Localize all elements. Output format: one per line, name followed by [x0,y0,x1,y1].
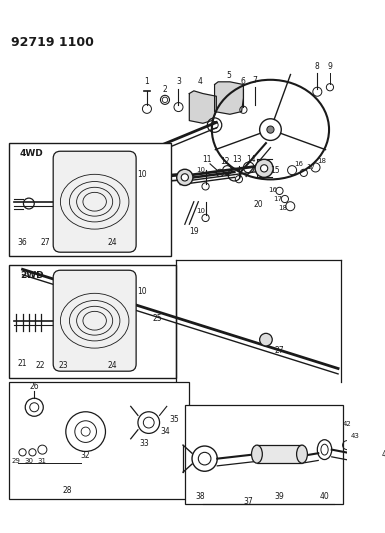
Text: 10: 10 [137,287,147,296]
Text: 23: 23 [58,361,68,370]
Text: 15: 15 [270,166,280,175]
Text: 27: 27 [275,346,284,355]
Bar [257,445,302,463]
Text: 17: 17 [273,196,282,202]
Ellipse shape [251,445,262,463]
Text: 21: 21 [18,359,27,368]
Text: 25: 25 [153,314,162,324]
Text: 9: 9 [328,62,332,71]
FancyBboxPatch shape [53,151,136,252]
Text: 16: 16 [269,187,278,193]
Circle shape [267,126,274,133]
Text: 43: 43 [351,433,360,439]
Text: 20: 20 [254,200,264,209]
Text: 2: 2 [162,85,167,93]
Text: 3: 3 [176,77,181,86]
Text: 2WD: 2WD [20,271,44,280]
Circle shape [181,174,188,181]
Text: 19: 19 [189,227,199,236]
Text: 10: 10 [196,208,206,214]
Text: 39: 39 [275,492,285,501]
Text: 5: 5 [226,71,231,80]
Text: 26: 26 [29,382,39,391]
Text: 34: 34 [160,427,170,436]
Text: 1: 1 [145,77,149,86]
Text: 24: 24 [108,238,117,247]
Ellipse shape [296,445,307,463]
Text: 31: 31 [38,458,47,464]
Text: 10: 10 [196,167,206,173]
Circle shape [255,159,273,177]
Text: 27: 27 [40,238,50,247]
Text: 10: 10 [137,170,147,179]
Polygon shape [214,82,243,114]
Text: 4: 4 [198,77,203,86]
Circle shape [259,333,272,346]
Text: 18: 18 [279,205,288,211]
Circle shape [177,169,193,185]
Text: 29: 29 [12,458,21,464]
Polygon shape [189,91,216,123]
Text: 38: 38 [195,492,205,501]
Text: 92719 1100: 92719 1100 [11,36,94,49]
Text: 13: 13 [232,155,242,164]
Text: 33: 33 [139,439,149,448]
Text: 8: 8 [315,62,320,71]
Text: 22: 22 [36,361,45,370]
Bar [9,382,189,499]
Text: 40: 40 [320,492,330,501]
Circle shape [261,165,268,172]
Text: 11: 11 [203,155,212,164]
Text: 41: 41 [381,450,385,458]
Text: 6: 6 [241,77,246,86]
Bar [9,265,176,377]
Text: 37: 37 [243,497,253,506]
Text: 42: 42 [343,422,352,427]
Text: 7: 7 [253,76,258,85]
Text: 18: 18 [317,158,326,164]
Text: 32: 32 [81,451,90,461]
Text: 36: 36 [18,238,27,247]
Text: 28: 28 [63,486,72,495]
Ellipse shape [363,450,367,458]
Text: 24: 24 [108,361,117,370]
Bar [9,143,171,256]
Text: 12: 12 [221,157,230,166]
Bar [185,405,343,504]
Text: 35: 35 [169,415,179,424]
Text: 30: 30 [24,458,33,464]
Text: 14: 14 [246,155,255,164]
Text: 16: 16 [294,161,303,167]
Text: 17: 17 [306,165,316,171]
FancyBboxPatch shape [53,270,136,371]
Text: 4WD: 4WD [20,149,44,158]
